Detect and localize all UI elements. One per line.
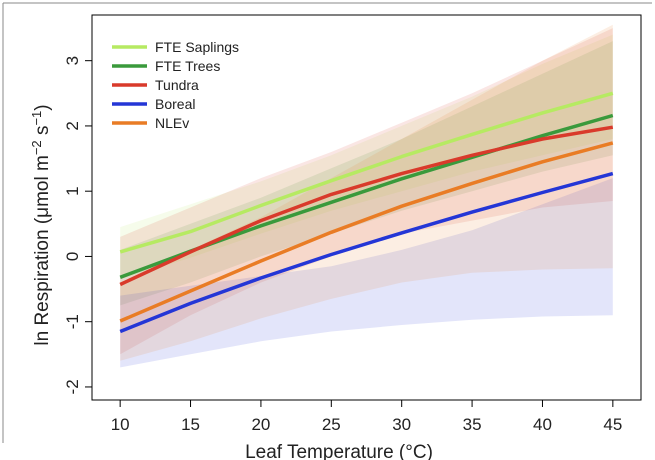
x-tick-label: 30 [392,415,411,434]
y-tick-label: -2 [63,379,82,394]
band-fte-trees [120,41,613,306]
series-lines [119,91,614,334]
band-boreal [120,178,613,368]
x-tick-label: 10 [111,415,130,434]
y-axis-title-s: s [32,126,53,141]
x-axis-title: Leaf Temperature (°C) [245,442,433,460]
y-axis-title-exp2: −1 [29,111,44,126]
x-tick-label: 20 [251,415,270,434]
x-tick-label: 45 [603,415,622,434]
line-boreal [119,171,614,334]
legend: FTE Saplings FTE Trees Tundra Boreal NLEv [112,39,239,131]
band-fte-saplings [120,34,613,280]
confidence-bands [120,24,613,368]
y-tick-label: 1 [63,186,82,195]
y-axis-title-close: ) [32,104,53,110]
y-axis: -2 -1 0 1 2 3 [63,56,92,394]
y-axis-title-unit: mol m [32,155,53,207]
legend-label-boreal: Boreal [155,96,195,112]
x-tick-label: 35 [463,415,482,434]
x-tick-label: 40 [533,415,552,434]
y-tick-label: 3 [63,56,82,65]
legend-label-nlev: NLEv [155,115,189,131]
y-tick-label: -1 [63,314,82,329]
x-tick-label: 15 [181,415,200,434]
line-tundra [119,125,614,287]
y-tick-label: 2 [63,121,82,130]
line-nlev [119,141,614,323]
y-tick-label: 0 [63,252,82,261]
band-nlev [120,24,613,361]
x-tick-label: 25 [322,415,341,434]
y-axis-title-exp1: −2 [29,140,44,155]
legend-label-fte-saplings: FTE Saplings [155,39,239,55]
legend-label-fte-trees: FTE Trees [155,58,220,74]
legend-label-tundra: Tundra [155,77,199,93]
x-axis: 10 15 20 25 30 35 40 45 [111,399,622,434]
y-axis-title-main: ln Respiration ( [32,217,53,345]
line-fte-saplings [119,91,614,254]
y-axis-title-mu: μ [32,207,53,218]
y-axis-title: ln Respiration (μmol m−2 s−1) [29,104,53,345]
